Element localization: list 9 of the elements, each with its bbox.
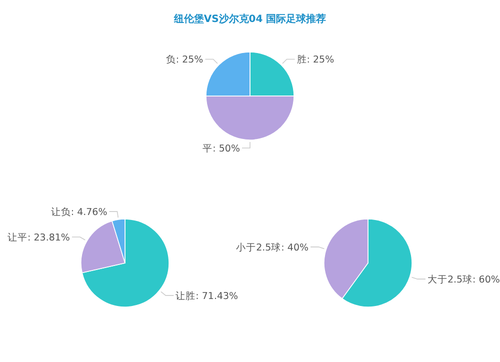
slice-label: 胜: 25%	[296, 54, 334, 66]
slice-label: 负: 25%	[166, 54, 204, 66]
chart-title: 纽伦堡VS沙尔克04 国际足球推荐	[172, 13, 326, 25]
slice-label: 大于2.5球: 60%	[427, 274, 500, 286]
slice-label: 小于2.5球: 40%	[236, 241, 309, 254]
slice-label: 平: 50%	[202, 144, 240, 154]
slice-label: 让平: 23.81%	[8, 231, 70, 244]
slice-label: 让胜: 71.43%	[176, 290, 238, 302]
slice-label: 让负: 4.76%	[50, 206, 108, 218]
